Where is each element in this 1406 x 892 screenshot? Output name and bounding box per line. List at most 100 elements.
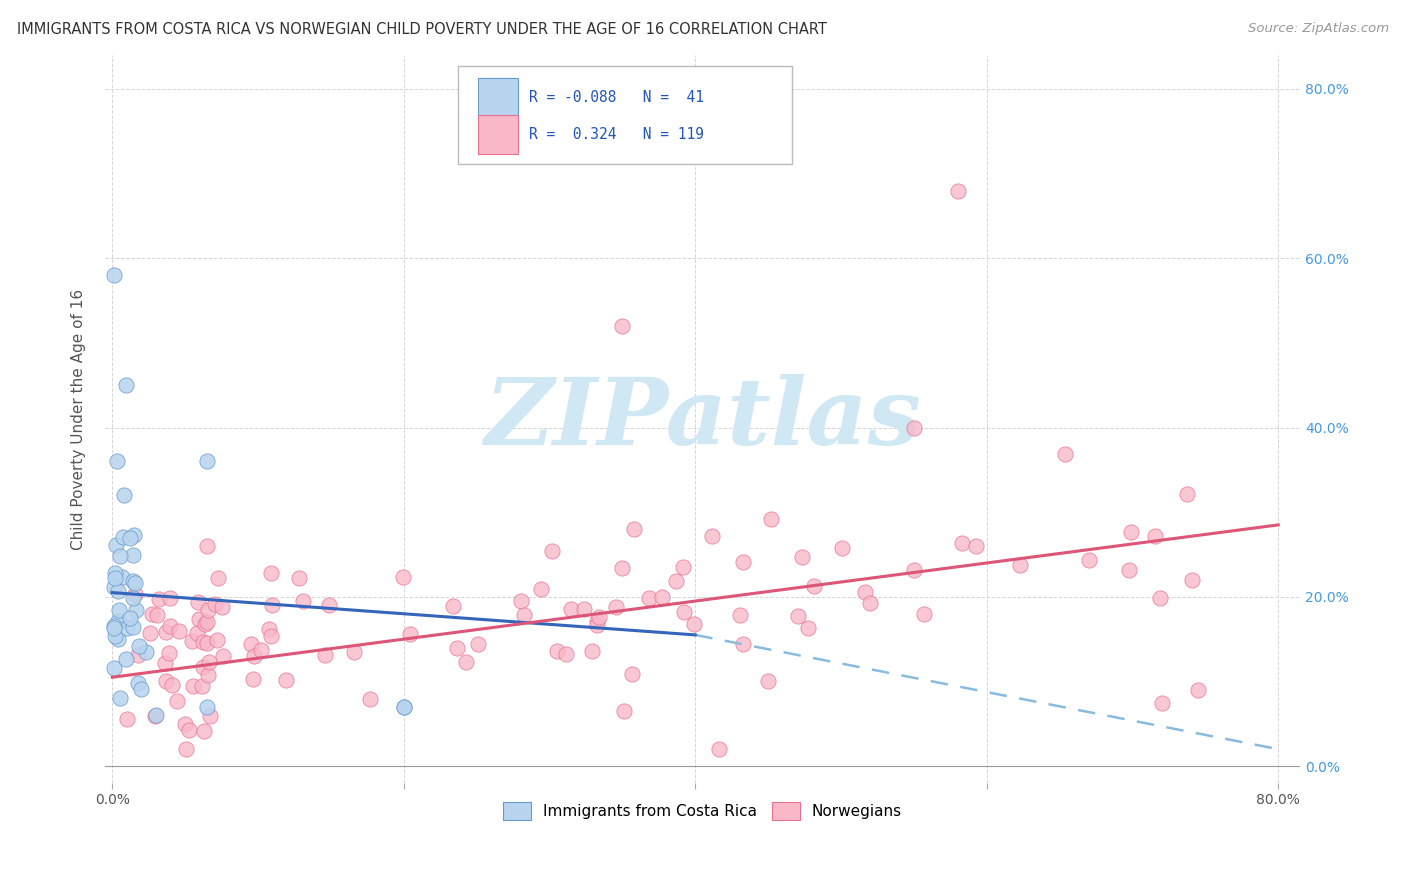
Point (1175, 487, 1198, 501)
Point (621, 666, 644, 681)
Point (124, 586, 146, 600)
Point (1008, 558, 1031, 573)
Point (586, 617, 609, 632)
Point (683, 99, 706, 113)
FancyBboxPatch shape (478, 115, 519, 154)
Point (191, 635, 214, 649)
Point (853, 585, 876, 599)
Point (1119, 524, 1142, 539)
Text: Source: ZipAtlas.com: Source: ZipAtlas.com (1249, 22, 1389, 36)
Text: R = -0.088   N =  41: R = -0.088 N = 41 (529, 90, 704, 105)
Point (560, 602, 582, 616)
Point (343, 645, 366, 659)
Point (193, 724, 215, 739)
Point (205, 632, 228, 647)
Point (131, 682, 153, 697)
Point (612, 561, 634, 575)
Point (204, 597, 226, 611)
Point (103, 619, 125, 633)
Point (541, 544, 564, 558)
Point (318, 599, 340, 613)
Point (115, 712, 138, 726)
Point (623, 522, 645, 536)
Point (114, 378, 136, 392)
Point (195, 539, 218, 553)
Point (148, 592, 170, 607)
Point (135, 645, 157, 659)
Point (441, 599, 464, 613)
Point (112, 530, 135, 544)
Point (581, 643, 603, 657)
Point (612, 318, 634, 333)
Point (392, 699, 415, 714)
Point (186, 626, 208, 640)
Point (143, 708, 166, 723)
Point (103, 268, 125, 283)
Point (111, 569, 134, 583)
Point (671, 560, 693, 574)
Point (529, 582, 551, 596)
Point (1187, 682, 1209, 697)
Point (446, 640, 468, 655)
Point (107, 614, 129, 628)
Point (1144, 529, 1167, 543)
Point (122, 620, 145, 634)
Point (104, 566, 127, 580)
Point (651, 590, 673, 604)
Point (728, 608, 751, 623)
Point (588, 610, 610, 624)
Point (291, 594, 314, 608)
Point (110, 691, 132, 706)
Point (510, 593, 533, 607)
Point (122, 591, 145, 606)
Point (180, 633, 202, 648)
Point (359, 691, 381, 706)
Point (903, 563, 925, 577)
Point (786, 608, 808, 623)
Point (193, 660, 215, 674)
Point (183, 679, 205, 693)
Point (638, 591, 661, 605)
Point (1149, 591, 1171, 606)
Point (831, 541, 853, 555)
Point (159, 619, 181, 633)
Y-axis label: Child Poverty Under the Age of 16: Child Poverty Under the Age of 16 (72, 288, 86, 549)
Point (673, 605, 696, 619)
Point (195, 615, 218, 630)
Point (392, 570, 415, 584)
Point (191, 679, 214, 693)
Point (586, 614, 609, 628)
Point (122, 548, 145, 562)
Point (572, 602, 595, 616)
Point (157, 646, 180, 660)
Point (105, 454, 128, 468)
Point (702, 529, 724, 543)
Point (454, 655, 477, 669)
Point (859, 596, 882, 610)
Point (803, 579, 825, 593)
Point (1118, 563, 1140, 577)
Point (198, 655, 221, 669)
Point (160, 678, 183, 692)
Point (122, 574, 145, 588)
Point (103, 580, 125, 594)
Point (239, 637, 262, 651)
Point (399, 627, 422, 641)
Point (605, 599, 627, 614)
Point (167, 624, 190, 638)
Point (211, 649, 233, 664)
Point (392, 699, 415, 714)
Point (211, 600, 233, 615)
Point (1078, 553, 1101, 567)
Point (108, 615, 131, 629)
FancyBboxPatch shape (478, 78, 519, 117)
Point (155, 673, 177, 688)
Point (555, 647, 578, 661)
FancyBboxPatch shape (457, 66, 792, 164)
Point (1150, 696, 1173, 710)
Point (946, 184, 969, 198)
Point (731, 555, 754, 569)
Point (194, 617, 217, 632)
Point (242, 673, 264, 687)
Point (174, 742, 197, 756)
